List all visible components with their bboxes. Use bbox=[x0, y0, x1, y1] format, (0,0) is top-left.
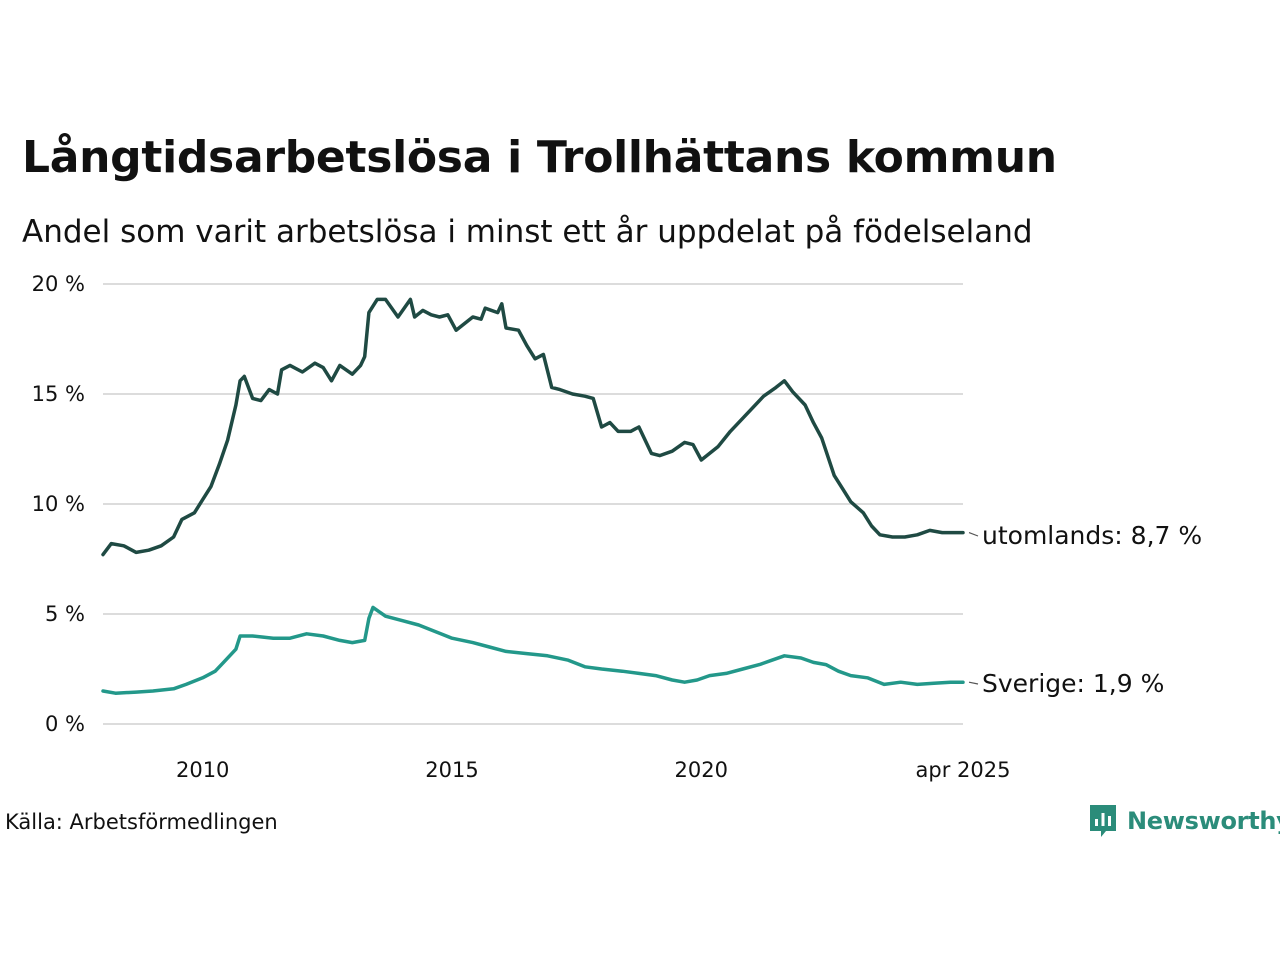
x-tick-label: 2015 bbox=[425, 758, 478, 782]
series-end-label: Sverige: 1,9 % bbox=[982, 669, 1164, 698]
chart-title: Långtidsarbetslösa i Trollhättans kommun bbox=[22, 132, 1057, 183]
chart-subtitle: Andel som varit arbetslösa i minst ett å… bbox=[22, 214, 1033, 250]
brand-logo: Newsworthy bbox=[1088, 803, 1280, 839]
y-tick-label: 0 % bbox=[45, 712, 85, 736]
series-line-utomlands bbox=[101, 297, 965, 557]
y-tick-label: 5 % bbox=[45, 602, 85, 626]
newsworthy-logo-icon bbox=[1090, 805, 1116, 837]
x-tick-label: 2020 bbox=[675, 758, 728, 782]
series-lines bbox=[101, 297, 965, 695]
y-axis-ticks: 0 % 5 % 10 % 15 % 20 % bbox=[32, 272, 85, 736]
gridlines bbox=[103, 283, 963, 725]
label-connector bbox=[968, 681, 979, 685]
label-connector bbox=[968, 532, 979, 537]
series-line-sverige bbox=[101, 605, 965, 695]
series-end-label: utomlands: 8,7 % bbox=[982, 521, 1202, 550]
series-end-labels: utomlands: 8,7 % Sverige: 1,9 % bbox=[968, 521, 1202, 698]
y-tick-label: 10 % bbox=[32, 492, 85, 516]
brand-name: Newsworthy bbox=[1127, 807, 1280, 835]
x-tick-label: 2010 bbox=[176, 758, 229, 782]
x-tick-label: apr 2025 bbox=[916, 758, 1011, 782]
x-axis-ticks: 2010 2015 2020 apr 2025 bbox=[176, 758, 1010, 782]
source-note: Källa: Arbetsförmedlingen bbox=[5, 810, 278, 834]
y-tick-label: 20 % bbox=[32, 272, 85, 296]
y-tick-label: 15 % bbox=[32, 382, 85, 406]
